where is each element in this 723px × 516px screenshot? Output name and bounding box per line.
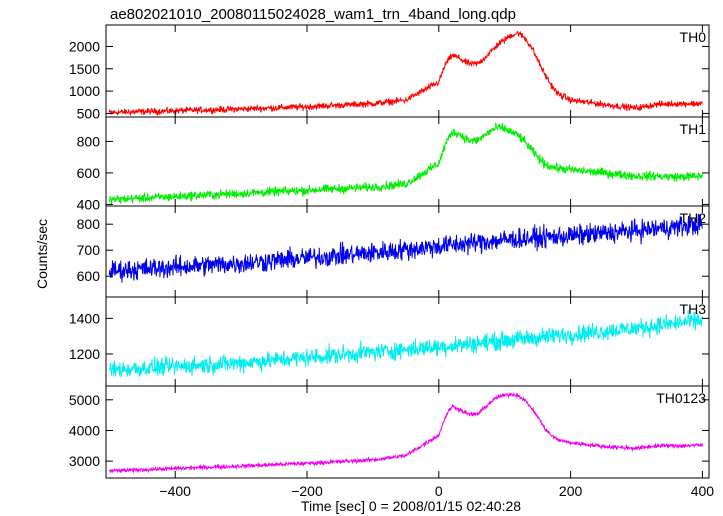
y-tick-label: 4000 [69,422,100,438]
y-tick-label: 1200 [69,346,100,362]
y-tick-label: 800 [77,133,101,149]
series-line-th1 [108,122,703,206]
panel-name: TH3 [680,301,707,317]
x-axis-label: Time [sec] 0 = 2008/01/15 02:40:28 [301,498,521,514]
x-tick-label: −400 [159,483,191,499]
panel-frame [105,24,710,118]
y-tick-label: 1000 [69,83,100,99]
panel-th3: 1200 1400 TH3 [69,296,710,387]
y-tick-label: 700 [77,242,101,258]
y-tick-label: 600 [77,268,101,284]
series-line-th0 [108,30,703,117]
panel-name: TH0 [680,29,707,45]
panel-th0123: 3000 4000 5000 TH0123 −400 −200 0 200 400 [69,385,715,499]
x-tick-label: −200 [291,483,323,499]
y-tick-label: 600 [77,165,101,181]
y-tick-label: 500 [77,105,101,121]
panel-frame [105,116,710,207]
x-tick-label: 0 [435,483,443,499]
y-tick-label: 1500 [69,61,100,77]
panel-name: TH0123 [656,390,706,406]
y-tick-label: 5000 [69,392,100,408]
panel-th2: 600 700 800 TH2 [77,205,710,298]
y-tick-label: 3000 [69,453,100,469]
chart-title: ae802021010_20080115024028_wam1_trn_4ban… [110,6,516,23]
panel-th1: 400 600 800 TH1 [77,116,710,212]
y-axis-label: Counts/sec [34,219,50,289]
y-tick-label: 400 [77,196,101,212]
panel-name: TH2 [680,210,707,226]
panel-frame [105,296,710,387]
x-tick-label: 200 [559,483,583,499]
panel-name: TH1 [680,121,707,137]
y-tick-label: 1400 [69,310,100,326]
y-tick-label: 2000 [69,38,100,54]
x-tick-label: 400 [691,483,715,499]
panel-frame [105,385,710,479]
series-line-th3 [108,310,703,378]
panel-th0: 500 1000 1500 2000 TH0 [69,24,710,121]
series-line-th0123 [108,391,703,474]
y-tick-label: 800 [77,216,101,232]
series-line-th2 [108,213,703,283]
